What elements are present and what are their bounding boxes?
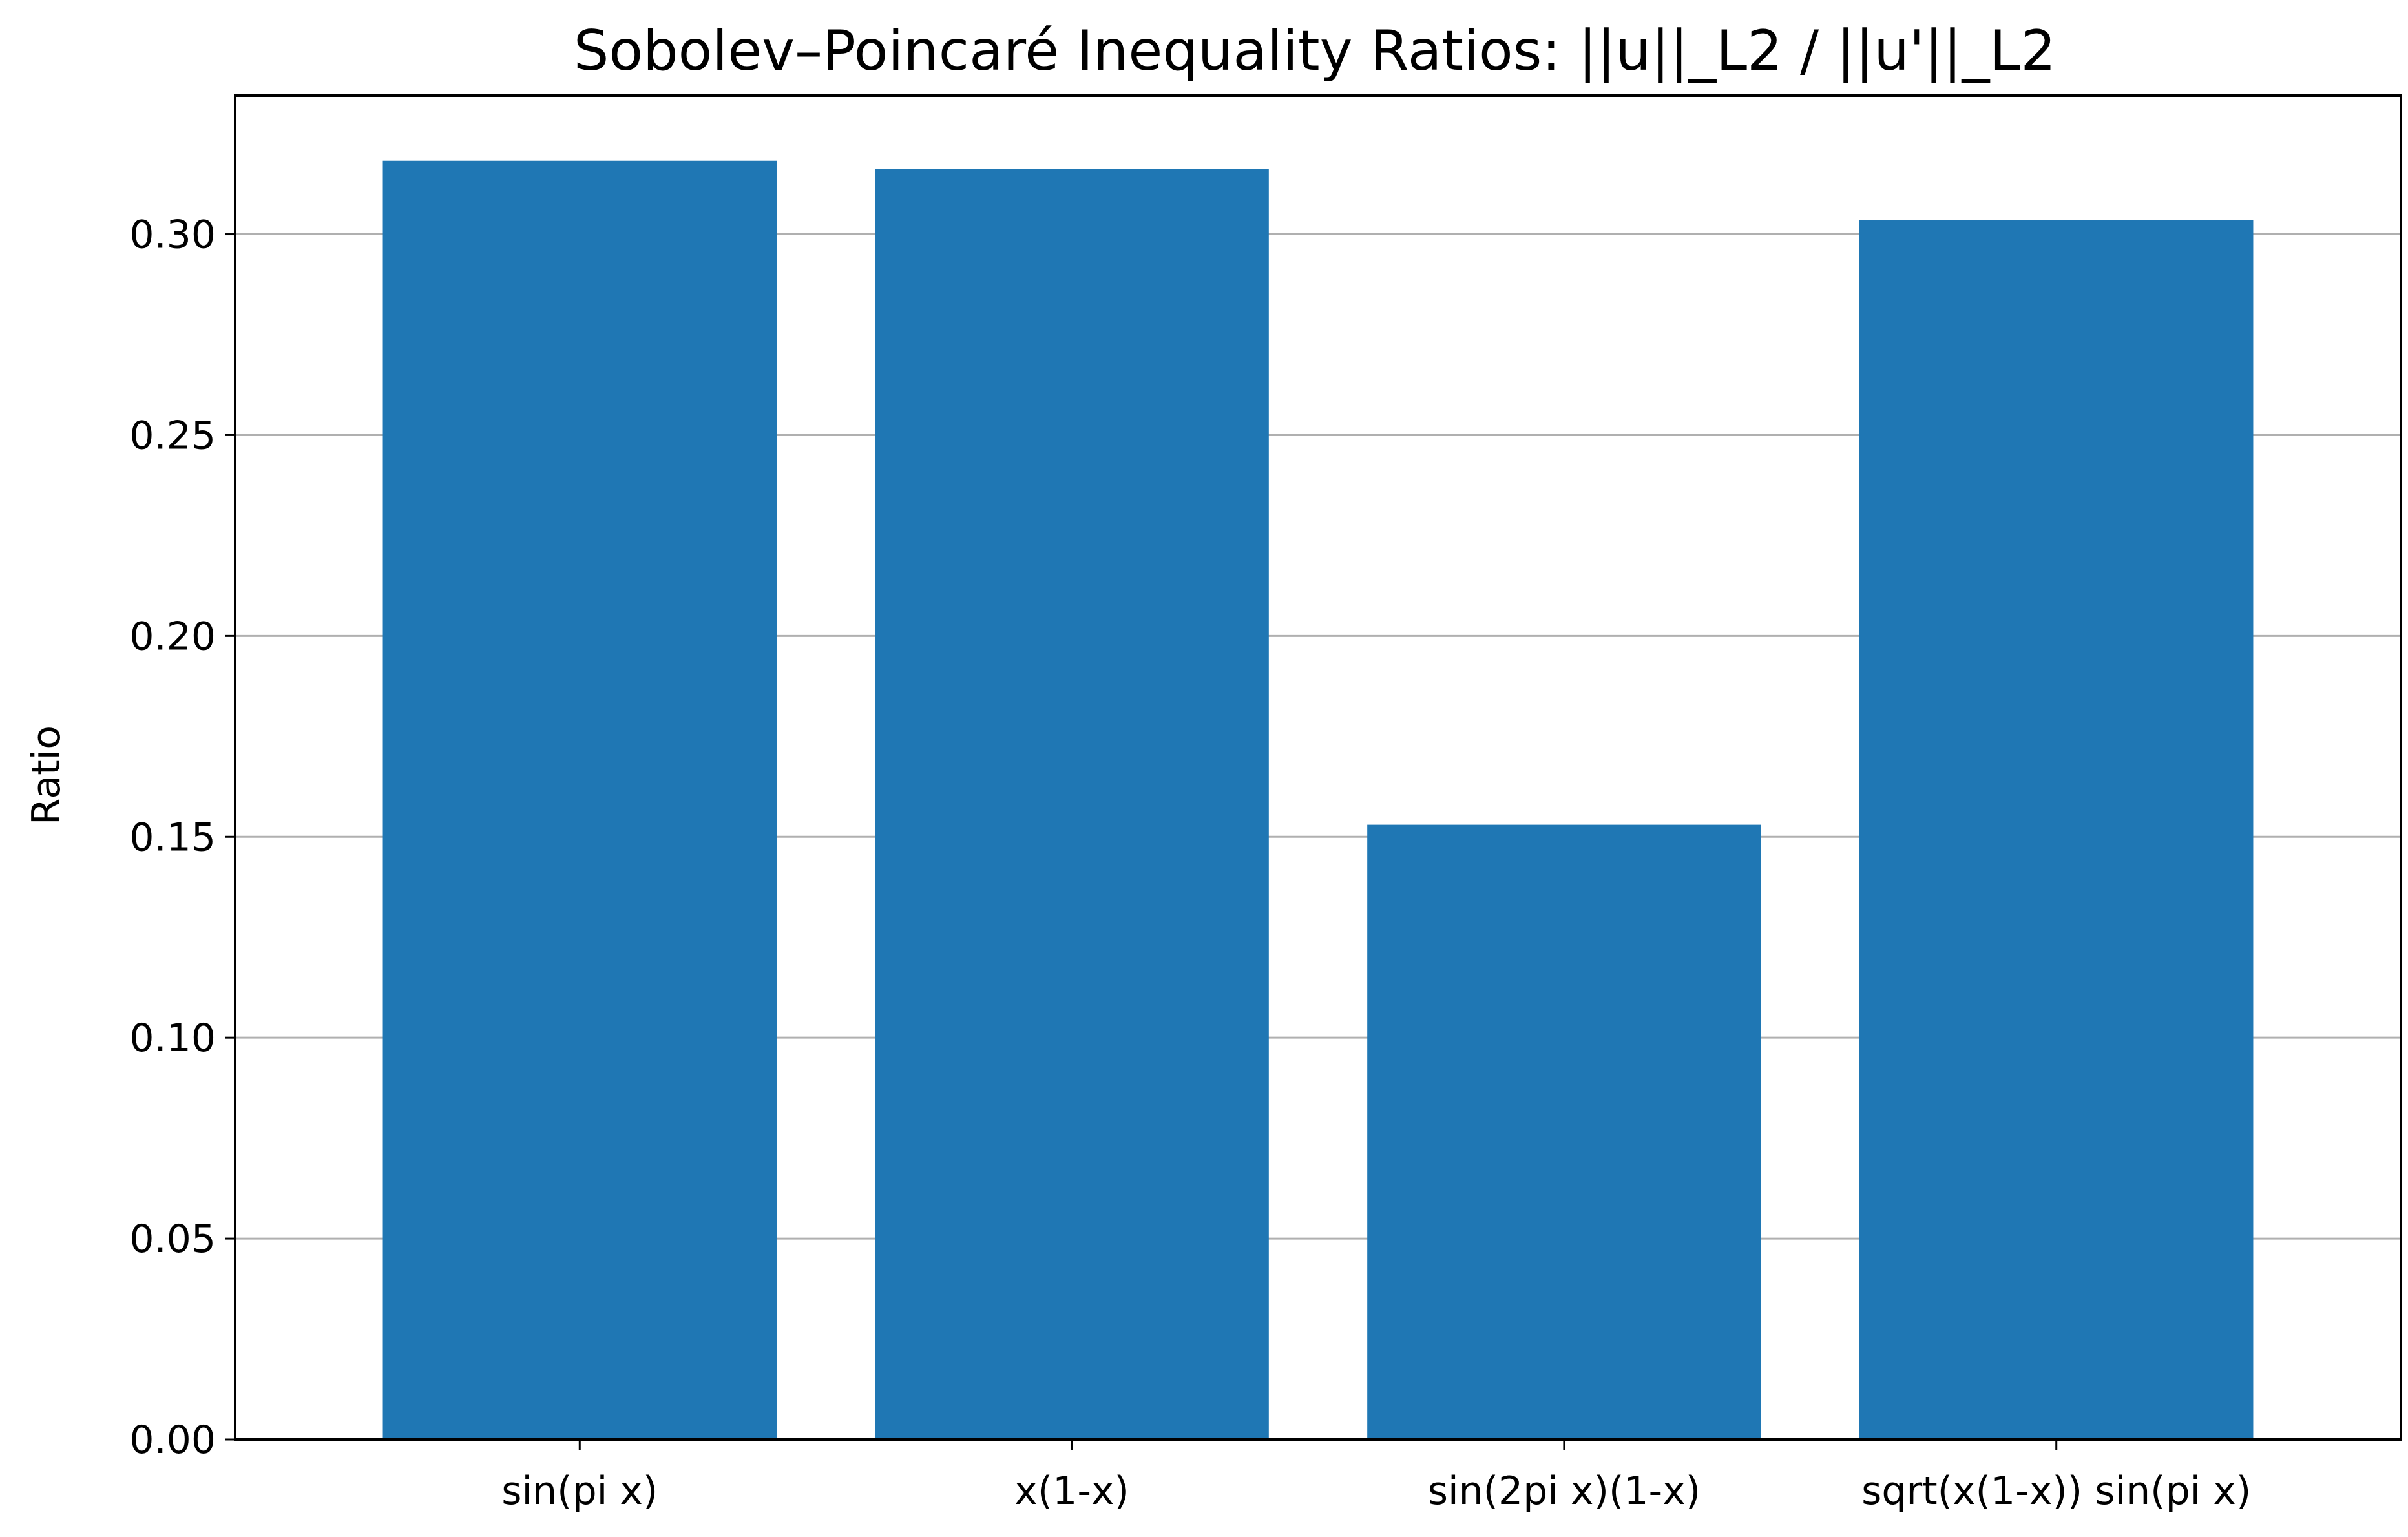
y-tick-label: 0.15: [129, 815, 216, 860]
chart-title: Sobolev–Poincaré Inequality Ratios: ||u|…: [574, 19, 2056, 83]
bar: [1367, 824, 1761, 1439]
y-tick-label: 0.00: [129, 1417, 216, 1463]
y-tick-label: 0.20: [129, 614, 216, 659]
y-tick-label: 0.10: [129, 1016, 216, 1061]
y-tick-label: 0.25: [129, 413, 216, 458]
plot-frame: [234, 94, 2402, 1441]
x-tick-label: sqrt(x(1-x)) sin(pi x): [1861, 1469, 2251, 1514]
x-tick-label: x(1-x): [1014, 1469, 1129, 1514]
y-axis: 0.00 0.05 0.10 0.15 0.20 0.25 0.30: [129, 213, 235, 1463]
bars-layer: [382, 160, 2254, 1440]
y-axis-label: Ratio: [24, 726, 69, 825]
x-tick-label: sin(pi x): [501, 1469, 658, 1514]
x-tick-label: sin(2pi x)(1-x): [1428, 1469, 1701, 1514]
bar: [382, 160, 777, 1439]
bar: [1859, 220, 2254, 1439]
y-tick-label: 0.05: [129, 1217, 216, 1262]
y-tick-label: 0.30: [129, 213, 216, 258]
x-axis: sin(pi x) x(1-x) sin(2pi x)(1-x) sqrt(x(1-x…: [501, 1439, 2251, 1514]
bar: [875, 169, 1269, 1440]
